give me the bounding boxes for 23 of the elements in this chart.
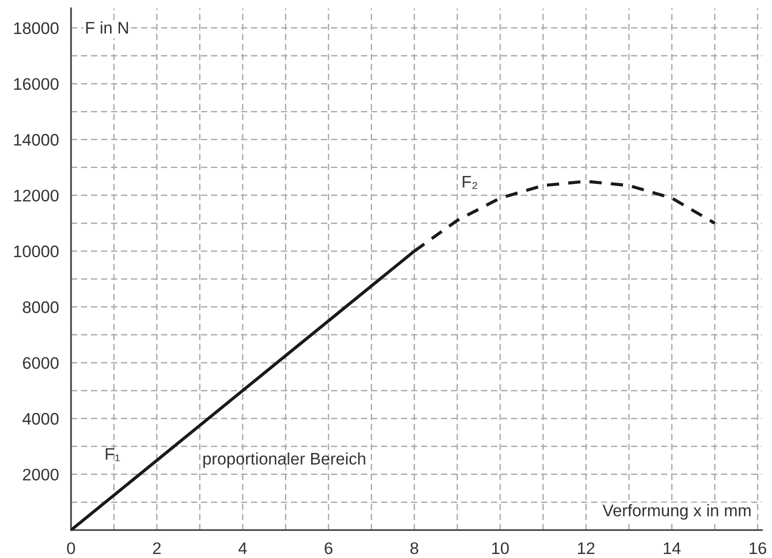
y-tick-label: 10000: [14, 246, 59, 258]
annotation: F₁: [106, 448, 120, 462]
x-tick-label: 2: [153, 542, 161, 554]
y-tick-label: 6000: [22, 357, 59, 369]
y-tick-label: 14000: [14, 134, 59, 146]
x-tick-label: 10: [492, 542, 509, 554]
y-tick-label: 12000: [14, 190, 59, 202]
x-tick-label: 12: [578, 542, 594, 554]
x-axis-title: Verformung x in mm: [602, 504, 751, 520]
y-tick-label: 16000: [14, 78, 59, 90]
x-tick-label: 16: [750, 542, 766, 554]
y-tick-label: 2000: [22, 468, 59, 481]
x-tick-label: 6: [324, 542, 332, 554]
annotation: F₂: [462, 176, 478, 189]
x-tick-label: 14: [664, 542, 681, 554]
y-tick-label: 8000: [22, 301, 59, 314]
x-tick-label: 0: [67, 542, 76, 554]
y-tick-label: 18000: [14, 22, 59, 34]
x-tick-label: 8: [410, 542, 418, 554]
y-tick-label: 4000: [22, 412, 59, 425]
annotation: proportionaler Bereich: [203, 452, 366, 468]
x-tick-label: 4: [238, 542, 247, 554]
y-axis-title: F in N: [86, 21, 128, 34]
